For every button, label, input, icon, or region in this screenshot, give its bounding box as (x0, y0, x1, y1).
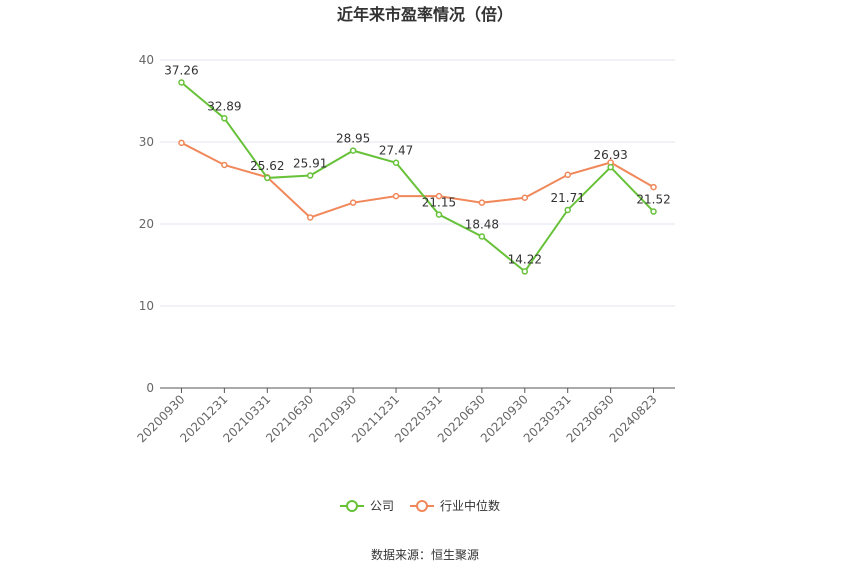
data-point[interactable] (521, 194, 529, 202)
data-label: 21.15 (422, 196, 456, 210)
data-label: 18.48 (465, 217, 499, 231)
data-label: 26.93 (593, 148, 627, 162)
y-tick-label: 20 (139, 217, 154, 231)
data-point[interactable] (435, 211, 443, 218)
legend-marker (346, 500, 358, 512)
series-0 (178, 79, 657, 275)
data-point[interactable] (478, 233, 486, 240)
data-point[interactable] (392, 192, 400, 200)
legend-label: 行业中位数 (440, 498, 500, 513)
series-line (180, 141, 655, 219)
data-label: 14.22 (508, 252, 542, 266)
data-point[interactable] (564, 206, 571, 214)
data-point[interactable] (221, 115, 228, 122)
data-point[interactable] (349, 199, 357, 206)
data-label: 32.89 (207, 99, 241, 113)
data-point[interactable] (221, 161, 228, 169)
data-point[interactable] (349, 147, 357, 154)
data-point[interactable] (306, 172, 314, 179)
chart-title: 近年来市盈率情况（倍） (337, 5, 513, 24)
series-layer (178, 79, 657, 275)
legend[interactable]: 公司 行业中位数 (340, 498, 500, 513)
data-point[interactable] (650, 183, 657, 191)
data-label: 37.26 (164, 63, 198, 77)
data-point[interactable] (478, 199, 486, 206)
y-tick-label: 40 (139, 53, 154, 67)
data-label: 21.71 (551, 191, 585, 205)
legend-marker (416, 500, 428, 512)
data-label: 25.91 (293, 157, 327, 171)
data-labels: 37.26 32.89 25.62 25.91 28.95 27.47 21.15 18.48… (164, 63, 670, 266)
data-point[interactable] (392, 159, 400, 166)
y-tick-label: 30 (139, 135, 154, 149)
data-point[interactable] (564, 171, 571, 179)
legend-item-1[interactable]: 行业中位数 (410, 498, 500, 513)
legend-label: 公司 (370, 499, 394, 513)
y-tick-label: 0 (146, 381, 154, 395)
data-point[interactable] (306, 214, 314, 221)
data-label: 28.95 (336, 132, 370, 146)
source-note: 数据来源：恒生聚源 (371, 547, 479, 562)
data-point[interactable] (178, 139, 185, 147)
data-point[interactable] (650, 208, 657, 215)
data-label: 21.52 (636, 193, 670, 207)
legend-item-0[interactable]: 公司 (340, 499, 394, 513)
series-1 (178, 139, 657, 221)
data-point[interactable] (607, 163, 614, 171)
y-tick-label: 10 (139, 299, 154, 313)
grid (160, 59, 675, 307)
data-point[interactable] (435, 192, 443, 200)
data-point[interactable] (521, 268, 529, 275)
data-point[interactable] (178, 79, 185, 86)
series-line (180, 81, 655, 273)
data-label: 27.47 (379, 144, 413, 158)
data-label: 25.62 (250, 159, 284, 173)
data-point[interactable] (264, 174, 271, 182)
